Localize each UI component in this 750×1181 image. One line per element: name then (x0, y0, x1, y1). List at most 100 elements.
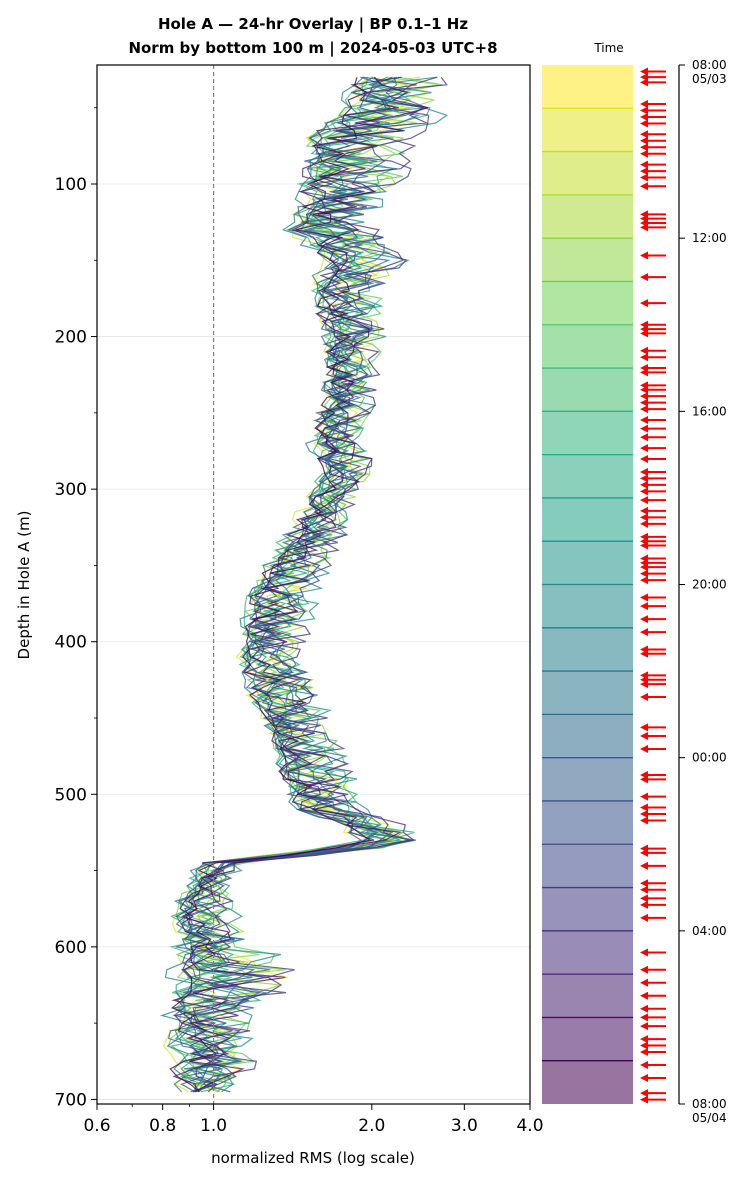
event-arrow-head (640, 615, 648, 624)
y-tick-label: 400 (55, 633, 87, 653)
colorbar-tick-label: 12:00 (692, 231, 727, 245)
colorbar-tick-label: 00:00 (692, 751, 727, 765)
colorbar-tick-label: 08:00 (692, 1097, 727, 1111)
event-arrow-head (640, 732, 648, 741)
event-arrow-head (640, 1041, 648, 1050)
event-arrow-head (640, 385, 648, 394)
event-arrow-head (640, 444, 648, 453)
colorbar-tick-sublabel: 05/03 (692, 72, 727, 86)
plot-area: 0.6 0.8 1.0 2.0 3.0 4.0 100 200 300 400 500 600 700 (55, 64, 544, 1136)
event-arrow-head (640, 99, 648, 108)
event-arrow-head (640, 965, 648, 974)
colorbar-band (542, 714, 633, 758)
colorbar-band (542, 108, 633, 152)
x-tick-label: 2.0 (358, 1116, 385, 1136)
event-arrow-head (640, 723, 648, 732)
series-lines (159, 76, 449, 1093)
event-arrow-head (640, 991, 648, 1000)
event-arrow-head (640, 78, 648, 87)
colorbar-band (542, 281, 633, 325)
colorbar-band (542, 757, 633, 801)
time-colorbar: Time 08:0005/0312:0016:0020:0000:0004:00… (542, 41, 727, 1125)
series-line (192, 76, 443, 1093)
colorbar-band (542, 584, 633, 628)
event-arrow-head (640, 593, 648, 602)
series-line (167, 76, 392, 1093)
y-axis-label: Depth in Hole A (m) (15, 511, 33, 660)
colorbar-band (542, 671, 633, 715)
colorbar-axis: 08:0005/0312:0016:0020:0000:0004:0008:00… (678, 58, 727, 1125)
event-arrow-head (640, 519, 648, 528)
event-arrow-head (640, 1089, 648, 1098)
event-arrow-head (640, 167, 648, 176)
y-tick-label: 500 (55, 785, 87, 805)
colorbar-tick-sublabel: 05/04 (692, 1111, 727, 1125)
colorbar-band (542, 800, 633, 845)
event-arrow-head (640, 173, 648, 182)
event-arrow-head (640, 848, 648, 857)
event-arrow-head (640, 160, 648, 169)
event-arrow-head (640, 73, 648, 82)
event-arrow-head (640, 792, 648, 801)
x-tick-label: 0.8 (149, 1116, 176, 1136)
series-line (193, 76, 438, 1093)
event-arrow-head (640, 223, 648, 232)
event-arrow-head (640, 353, 648, 362)
colorbar-band (542, 541, 633, 585)
colorbar-band (542, 454, 633, 498)
series-line (183, 76, 417, 1093)
event-arrow-head (640, 149, 648, 158)
event-arrow-head (640, 415, 648, 424)
chart-title-line-2: Norm by bottom 100 m | 2024-05-03 UTC+8 (128, 39, 497, 58)
series-line (172, 76, 397, 1093)
event-arrow-head (640, 487, 648, 496)
event-arrow-head (640, 775, 648, 784)
event-arrow-head (640, 346, 648, 355)
event-arrow-head (640, 405, 648, 414)
event-arrow-head (640, 251, 648, 260)
event-arrow-head (640, 392, 648, 401)
event-arrow-head (640, 576, 648, 585)
event-arrow-head (640, 119, 648, 128)
event-arrow-head (640, 273, 648, 282)
colorbar-band (542, 65, 633, 109)
event-arrow-head (640, 900, 648, 909)
colorbar-band (542, 1060, 633, 1104)
x-tick-label: 0.6 (83, 1116, 110, 1136)
event-arrow-head (640, 136, 648, 145)
chart-title-line-1: Hole A — 24-hr Overlay | BP 0.1–1 Hz (158, 15, 468, 34)
x-tick-label: 4.0 (516, 1116, 543, 1136)
event-arrow-head (640, 1061, 648, 1070)
event-arrow-head (640, 809, 648, 818)
y-axis-ticks: 100 200 300 400 500 600 700 (55, 107, 97, 1110)
event-arrow-head (640, 693, 648, 702)
event-arrow-head (640, 569, 648, 578)
event-arrow-head (640, 398, 648, 407)
event-arrow-head (640, 513, 648, 522)
colorbar-tick-label: 20:00 (692, 578, 727, 592)
colorbar-tick-label: 04:00 (692, 924, 727, 938)
event-arrow-head (640, 130, 648, 139)
event-arrow-head (640, 1095, 648, 1104)
event-arrow-head (640, 454, 648, 463)
colorbar-band (542, 151, 633, 195)
y-tick-label: 600 (55, 938, 87, 958)
colorbar-band (542, 844, 633, 888)
y-tick-label: 200 (55, 328, 87, 348)
event-arrow-head (640, 913, 648, 922)
event-arrow-head (640, 480, 648, 489)
event-arrow-head (640, 541, 648, 550)
event-arrow-head (640, 602, 648, 611)
event-arrow-head (640, 1022, 648, 1031)
colorbar-band (542, 1017, 633, 1061)
colorbar-tick-label: 16:00 (692, 404, 727, 418)
event-arrow-head (640, 506, 648, 515)
colorbar-band (542, 497, 633, 542)
event-arrow-head (640, 563, 648, 572)
colorbar-band (542, 368, 633, 412)
event-arrow-head (640, 424, 648, 433)
event-markers (640, 67, 666, 1104)
colorbar-band (542, 627, 633, 672)
colorbar-band (542, 930, 633, 975)
